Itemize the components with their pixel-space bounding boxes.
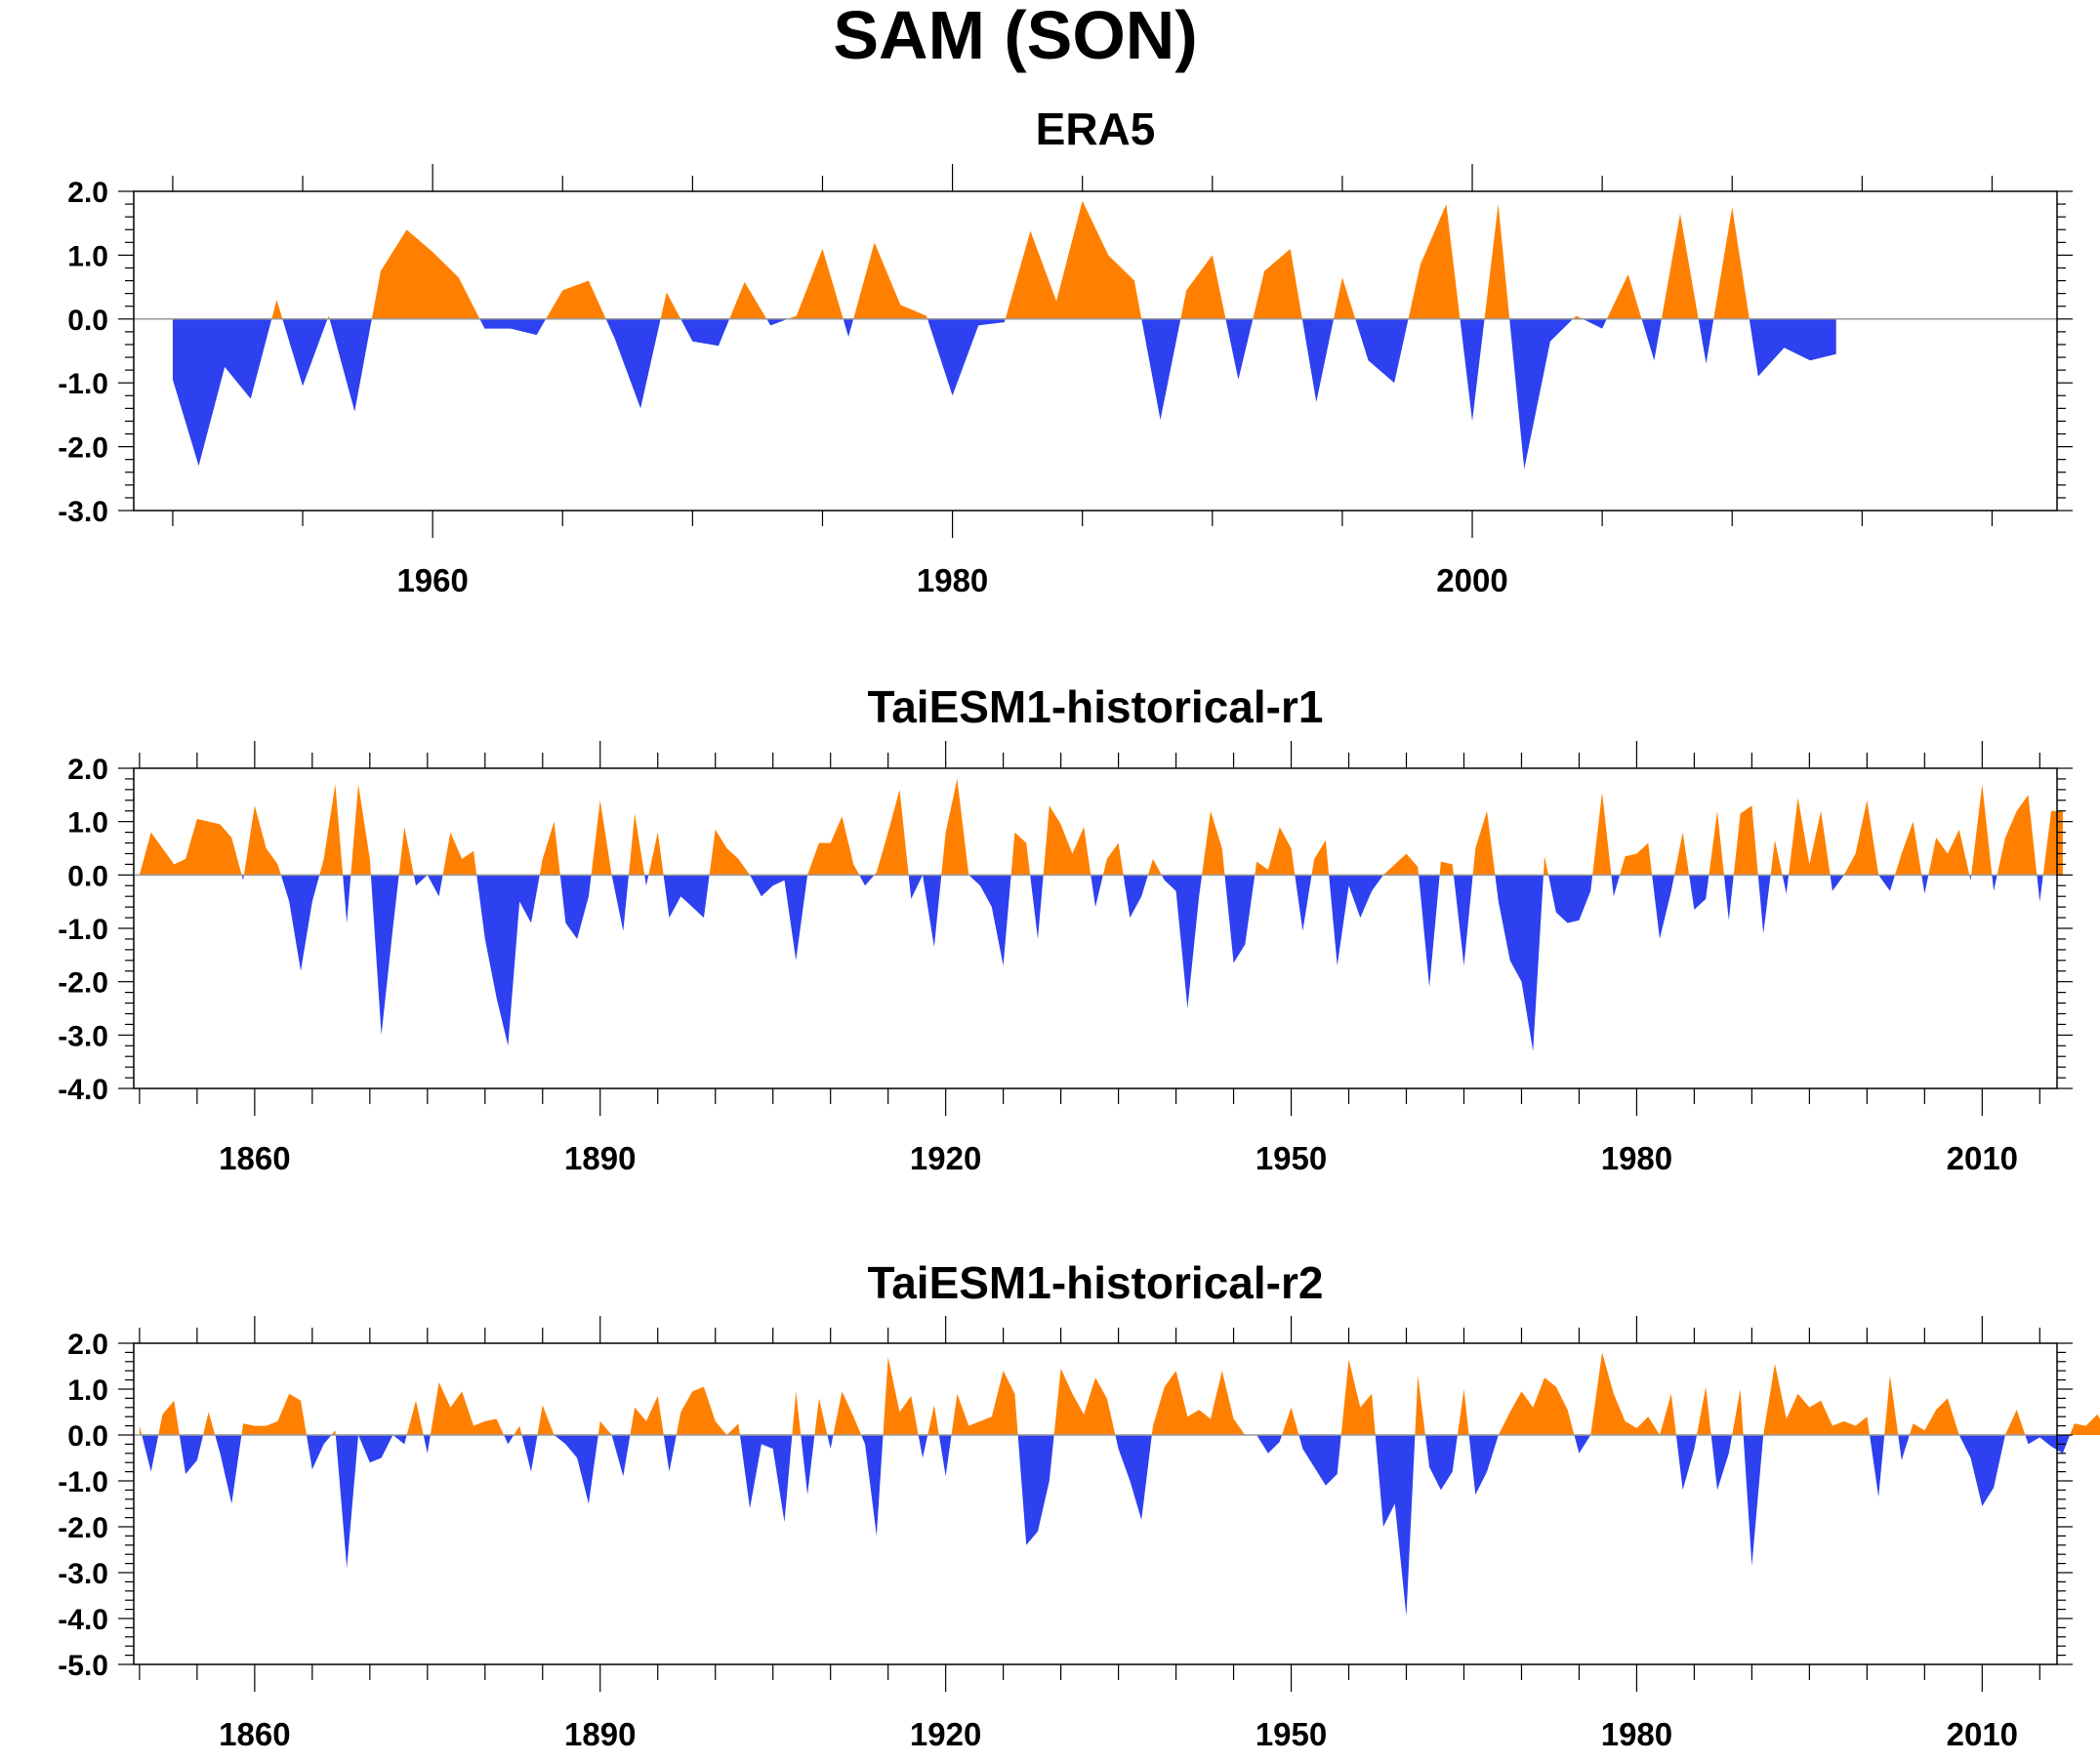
negative-anomaly-area xyxy=(139,875,2063,1051)
chart-panel-3: TaiESM1-historical-r2 -5.0 -4.0 -3.0 -2.0 -1.… xyxy=(58,1257,2100,1752)
positive-anomaly-area xyxy=(139,778,2063,876)
chart-panel-1: ERA5 -3.0 -2.0 -1.0 0.0 1.0 2.0 1960 1980 2000 xyxy=(58,103,2073,598)
x-tick-label: 1950 xyxy=(1256,1716,1327,1752)
x-tick-label: 1860 xyxy=(219,1716,290,1752)
negative-anomaly-area xyxy=(139,1435,2100,1617)
y-tick-label: -3.0 xyxy=(58,1558,108,1590)
y-tick-label: -1.0 xyxy=(58,368,108,400)
x-tick-label: 2010 xyxy=(1947,1140,2018,1176)
figure-title: SAM (SON) xyxy=(833,0,1197,73)
y-tick-label: -1.0 xyxy=(58,1466,108,1498)
positive-anomaly-area xyxy=(139,1352,2100,1435)
y-tick-label: 2.0 xyxy=(67,177,108,209)
y-tick-label: -3.0 xyxy=(58,496,108,528)
plot-frame xyxy=(133,1342,2058,1665)
x-tick-label: 2010 xyxy=(1947,1716,2018,1752)
panel-title: TaiESM1-historical-r1 xyxy=(868,681,1324,732)
panel-title: ERA5 xyxy=(1036,103,1156,154)
y-tick-label: -2.0 xyxy=(58,1512,108,1544)
x-tick-label: 1980 xyxy=(917,562,988,598)
plot-frame xyxy=(133,767,2058,1089)
x-tick-label: 1920 xyxy=(910,1716,981,1752)
x-tick-label: 1980 xyxy=(1601,1140,1672,1176)
data-points xyxy=(173,201,1836,470)
y-tick-label: 1.0 xyxy=(67,240,108,272)
x-tick-label: 2000 xyxy=(1436,562,1507,598)
y-tick-label: -2.0 xyxy=(58,432,108,465)
y-tick-label: 2.0 xyxy=(67,1329,108,1361)
y-tick-label: -4.0 xyxy=(58,1074,108,1106)
y-tick-label: 1.0 xyxy=(67,807,108,840)
x-tick-label: 1950 xyxy=(1256,1140,1327,1176)
y-tick-label: -1.0 xyxy=(58,914,108,946)
chart-panel-2: TaiESM1-historical-r1 -4.0 -3.0 -2.0 -1.0 0.0… xyxy=(58,681,2073,1176)
panels: ERA5 -3.0 -2.0 -1.0 0.0 1.0 2.0 1960 1980 2000 Tai… xyxy=(58,103,2100,1752)
data-points xyxy=(140,1352,2100,1616)
y-tick-label: 0.0 xyxy=(67,1420,108,1453)
x-tick-label: 1980 xyxy=(1601,1716,1672,1752)
plot-frame xyxy=(133,190,2058,512)
positive-anomaly-area xyxy=(172,200,1836,319)
x-tick-label: 1860 xyxy=(219,1140,290,1176)
y-tick-label: -5.0 xyxy=(58,1650,108,1682)
x-tick-label: 1890 xyxy=(564,1140,636,1176)
y-tick-label: -2.0 xyxy=(58,967,108,1000)
x-tick-label: 1960 xyxy=(396,562,468,598)
y-tick-label: 0.0 xyxy=(67,305,108,337)
y-tick-label: 0.0 xyxy=(67,860,108,892)
x-tick-label: 1920 xyxy=(910,1140,981,1176)
y-tick-label: -3.0 xyxy=(58,1020,108,1052)
panel-title: TaiESM1-historical-r2 xyxy=(868,1257,1324,1308)
data-points xyxy=(140,779,2063,1051)
y-tick-label: 2.0 xyxy=(67,754,108,786)
y-tick-label: 1.0 xyxy=(67,1374,108,1407)
y-tick-label: -4.0 xyxy=(58,1604,108,1636)
x-tick-label: 1890 xyxy=(564,1716,636,1752)
negative-anomaly-area xyxy=(172,318,1836,470)
